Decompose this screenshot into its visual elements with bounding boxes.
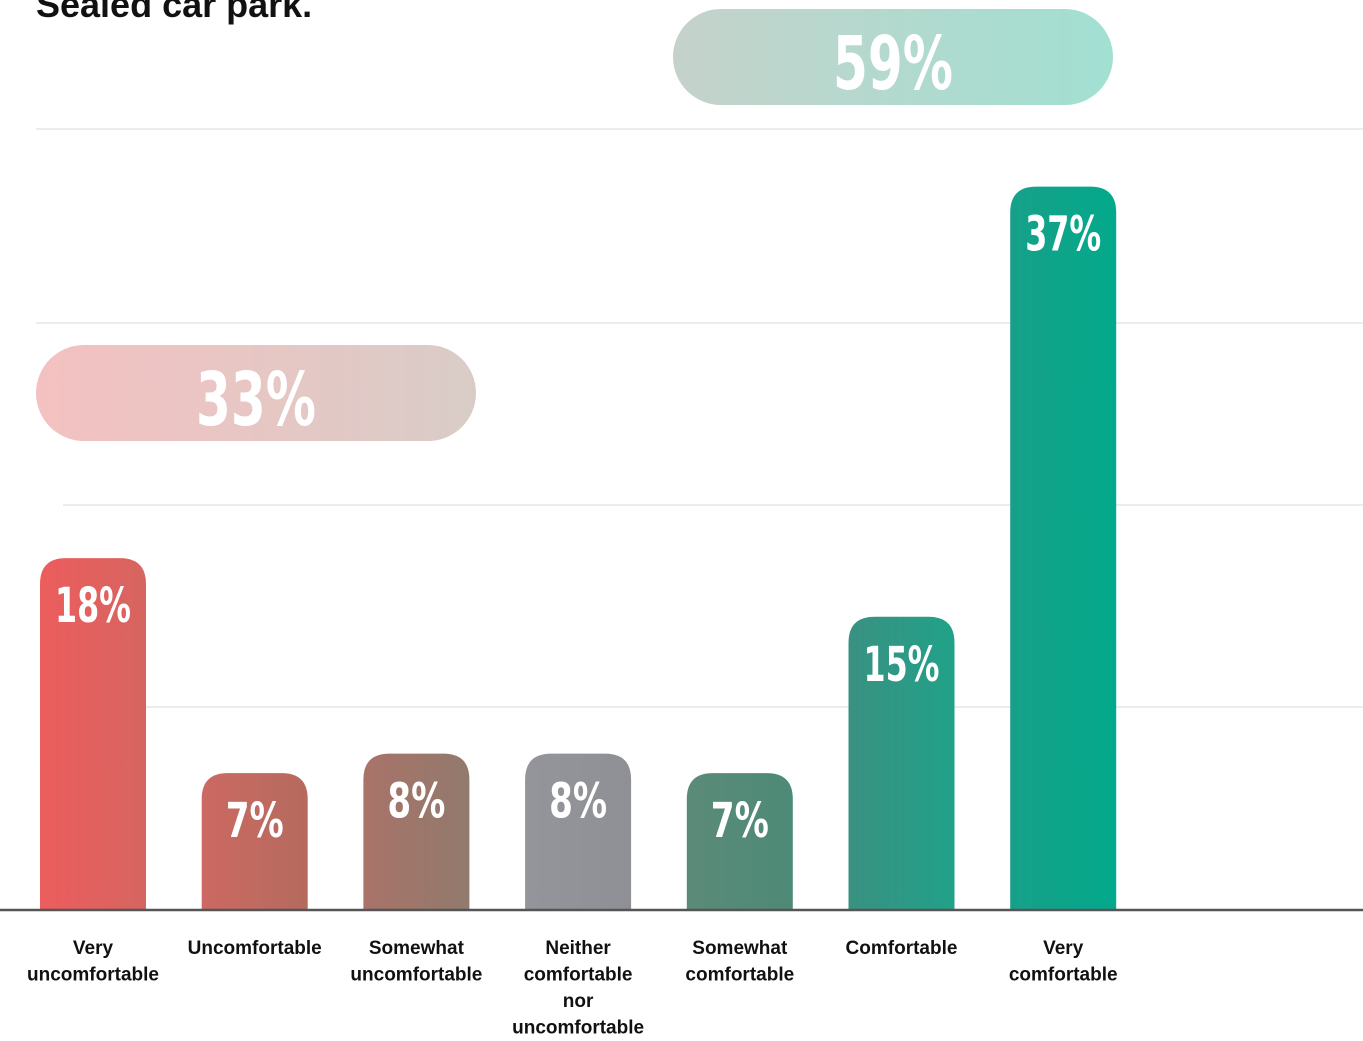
category-label: Somewhat comfortable [685,938,794,986]
bar-value-label: 37% [1025,207,1101,263]
category-label: Somewhat uncomfortable [350,938,482,986]
bar-value-label: 18% [55,578,131,634]
bar-value-label: 15% [864,637,940,693]
bar [363,753,470,910]
category-label: Neither comfortable nor uncomfortable [512,938,644,1039]
chart-title: Sealed car park. [36,0,313,25]
bar [525,753,632,910]
category-labels: Very uncomfortable Uncomfortable Somewhat un… [27,938,1118,1039]
gridlines [36,128,1363,708]
group-total-pill [36,345,476,441]
bar [1010,186,1117,910]
bar-value-label: 7% [711,793,769,849]
group-total-pills: 33% 59% [36,9,1113,443]
group-total-pill [673,9,1113,105]
bar-value-label: 7% [226,793,284,849]
group-total-label: 33% [196,357,316,443]
category-label: Very comfortable [1009,938,1118,986]
category-label: Comfortable [846,938,958,959]
bar-value-label: 8% [549,774,607,830]
bars: 18% 7% 8% 8% 7% 15% 37% [40,186,1117,910]
bar [40,558,146,910]
bar [686,773,793,910]
category-label: Very uncomfortable [27,938,159,986]
category-label: Uncomfortable [188,938,322,959]
group-total-label: 59% [833,21,953,107]
bar [848,616,955,910]
bar-value-label: 8% [387,774,445,830]
bar [201,773,308,910]
